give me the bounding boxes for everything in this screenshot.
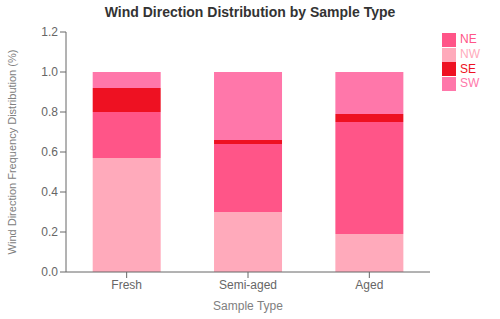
svg-text:0.2: 0.2 <box>41 225 58 239</box>
svg-text:0.6: 0.6 <box>41 145 58 159</box>
html-text:SW: SW <box>460 76 480 91</box>
svg-text:1.0: 1.0 <box>41 65 58 79</box>
svg-text:Wind Direction Frequency Distr: Wind Direction Frequency Distribution (%… <box>8 50 18 255</box>
svg-text:0.4: 0.4 <box>41 185 58 199</box>
html-text:NW: NW <box>460 46 480 61</box>
svg-text:Sample Type: Sample Type <box>213 299 283 313</box>
svg-text:0.0: 0.0 <box>41 265 58 279</box>
svg-text:Semi-aged: Semi-aged <box>219 278 277 292</box>
svg-text:1.2: 1.2 <box>41 25 58 39</box>
html-text:NE: NE <box>460 32 477 46</box>
html-text:SE: SE <box>460 61 476 76</box>
html-text:Wind Direction Distribution by: Wind Direction Distribution by Sample Ty… <box>104 4 396 20</box>
svg-text:0.8: 0.8 <box>41 105 58 119</box>
svg-text:Aged: Aged <box>355 278 383 292</box>
svg-text:Fresh: Fresh <box>111 278 142 292</box>
